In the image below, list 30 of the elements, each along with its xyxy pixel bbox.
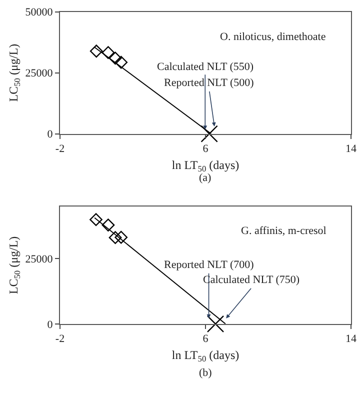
x-tick-label: 14 <box>346 333 357 346</box>
point <box>114 230 128 244</box>
point <box>90 44 103 58</box>
x-tick-label: -2 <box>55 142 65 155</box>
y-tick-label: 0 <box>47 318 54 331</box>
point <box>108 52 122 65</box>
x-tick-label: 6 <box>202 142 209 155</box>
x-axis-title: ln LT$_{50}$ (days) <box>172 158 240 174</box>
point <box>90 213 102 226</box>
annotation: G. affinis, m-cresol <box>241 225 326 237</box>
annotation: O. niloticus, dimethoate <box>220 31 326 43</box>
text: (b) <box>199 367 212 379</box>
point <box>206 315 224 332</box>
x-tick-label: 6 <box>202 333 209 346</box>
point <box>114 56 128 69</box>
annotation: Calculated NLT (550) <box>157 61 254 73</box>
annotation: Reported NLT (500) <box>164 77 254 89</box>
x-axis-title: ln LT$_{50}$ (days) <box>172 348 240 364</box>
y-tick-label: 25000 <box>25 68 54 80</box>
annotation: Reported NLT (700) <box>164 259 254 271</box>
y-tick-label: 25000 <box>25 254 54 266</box>
text: (a) <box>199 172 212 184</box>
y-tick-label: 50000 <box>25 6 54 19</box>
x-tick-label: -2 <box>55 333 65 346</box>
x-tick-label: 14 <box>346 142 357 155</box>
point <box>200 125 218 142</box>
point <box>102 46 115 60</box>
point <box>102 218 115 232</box>
y-tick-label: 0 <box>47 128 54 141</box>
point <box>108 231 122 244</box>
